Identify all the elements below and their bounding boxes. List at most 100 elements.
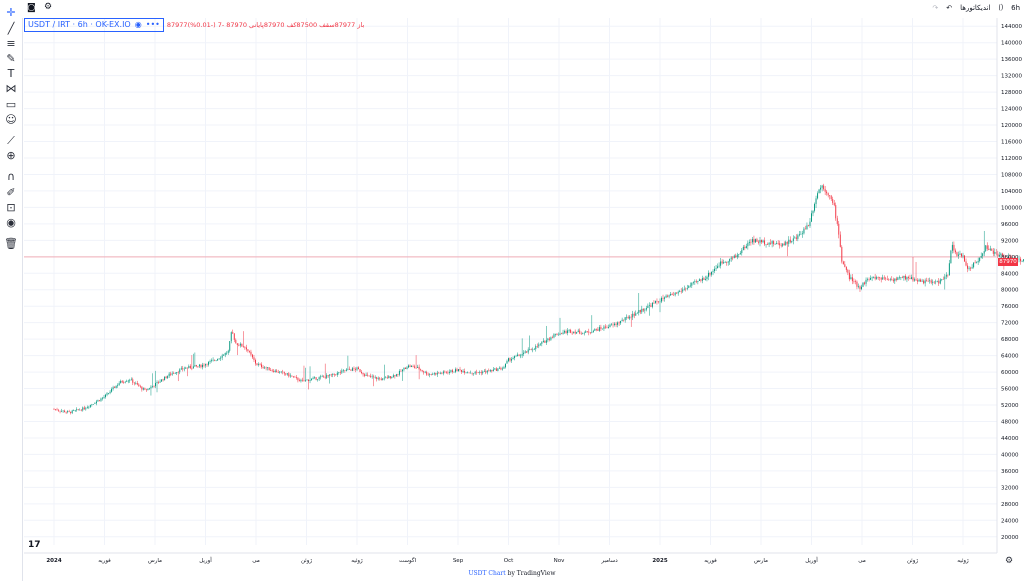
symbol-label[interactable]: USDT / IRT · 6h · OK-EX.IO [28,20,131,29]
candle-body [406,367,408,369]
price-chart[interactable]: 20000 24000 28000 32000 36000 40000 44000 48000… [22,18,1024,573]
undo-icon[interactable]: ↶ [946,3,953,12]
candle-body [370,375,372,377]
candle-body [688,285,690,288]
candle-body [404,367,406,369]
zoom-icon[interactable]: ⊕ [6,149,16,162]
candle-body [901,277,903,278]
candle-body [938,280,940,284]
indicators-button[interactable]: اندیکاتورها [960,3,991,12]
candle-body [298,380,300,382]
candle-body [397,374,399,375]
settings-icon[interactable]: ⚙ [44,2,53,12]
candle-body [561,333,563,335]
text-icon[interactable]: T [7,67,15,80]
candle-body [427,374,429,376]
candle-body [529,349,531,350]
chart-settings-icon[interactable]: ⚙ [1005,556,1014,566]
candle-body [706,276,708,280]
candle-body [830,195,832,200]
candle-body [412,366,414,367]
brush-icon[interactable]: ✎ [6,52,16,65]
candle-body [477,372,479,374]
camera-icon[interactable]: ◙ [27,3,36,13]
y-tick-label: 80000 [1001,288,1019,294]
candle-body [795,237,797,239]
candle-body [500,367,502,370]
candle-body [341,370,343,373]
y-tick-label: 76000 [1001,304,1019,310]
symbol-box[interactable]: USDT / IRT · 6h · OK-EX.IO ◉ ••• [24,18,164,32]
candle-body [711,271,713,275]
candle-body [136,383,138,385]
candle-body [264,367,266,369]
candle-body [236,343,238,345]
candle-body [547,338,549,341]
candle-body [306,379,308,381]
candle-body [211,360,213,362]
trash-icon[interactable]: 🗑 [4,237,18,250]
candle-body [900,277,902,278]
redo-icon[interactable]: ↷ [932,3,939,12]
candle-body [335,374,337,376]
candle-body [220,357,222,359]
chart-grid [24,18,997,545]
candle-body [783,243,785,246]
candle-body [573,331,575,333]
candle-body [186,367,188,369]
candle-body [517,354,519,356]
candle-body [277,372,279,373]
candle-body [847,269,849,273]
magnet-icon[interactable]: ∩ [6,170,16,183]
candle-body [232,332,234,334]
candle-body [933,281,935,283]
candle-body [183,368,185,370]
lock-icon[interactable]: ⊡ [6,201,16,214]
candle-body [118,383,120,386]
candle-body [217,358,219,361]
candle-body [368,375,370,377]
candle-body [735,255,737,258]
interval-button[interactable]: 6h [1011,3,1020,12]
candle-body [721,261,723,264]
bracket-icon[interactable]: ⟮⟯ [998,3,1004,11]
candle-body [532,349,534,351]
pattern-icon[interactable]: ⋈ [5,82,17,95]
candle-body [615,323,617,325]
candle-body [877,277,879,278]
candle-body [623,319,625,321]
eye-toggle-icon[interactable]: ◉ [134,20,142,29]
fib-icon[interactable]: ≡ [6,37,16,50]
candle-body [730,257,732,259]
candle-body [353,368,355,369]
candle-body [88,406,90,408]
y-tick-label: 36000 [1001,469,1019,475]
candle-body [205,364,206,366]
trend-line-icon[interactable]: ╱ [7,22,15,35]
candle-body [62,410,64,412]
candle-body [718,265,720,267]
candle-body [336,372,338,375]
crosshair-icon[interactable]: ✛ [6,6,16,19]
more-icon[interactable]: ••• [145,20,160,29]
candle-body [230,332,232,342]
candle-body [817,193,819,199]
candle-body [600,327,602,329]
lock-draw-icon[interactable]: ✐ [6,186,16,199]
emoji-icon[interactable]: ☺ [5,113,17,126]
forecast-icon[interactable]: ▭ [5,98,17,111]
candle-body [409,365,411,368]
candle-body [514,356,516,359]
candle-body [559,333,561,335]
candle-body [206,364,208,365]
candle-body [156,382,158,384]
eye-icon[interactable]: ◉ [6,216,16,229]
tradingview-logo[interactable]: 17 [28,540,41,550]
candle-body [100,398,102,401]
ruler-icon[interactable]: ⟋ [7,134,15,147]
candle-body [317,379,319,380]
candle-body [444,371,446,373]
credit-link[interactable]: USDT Chart [468,570,506,577]
candle-body [777,243,779,244]
candle-body [256,363,258,365]
